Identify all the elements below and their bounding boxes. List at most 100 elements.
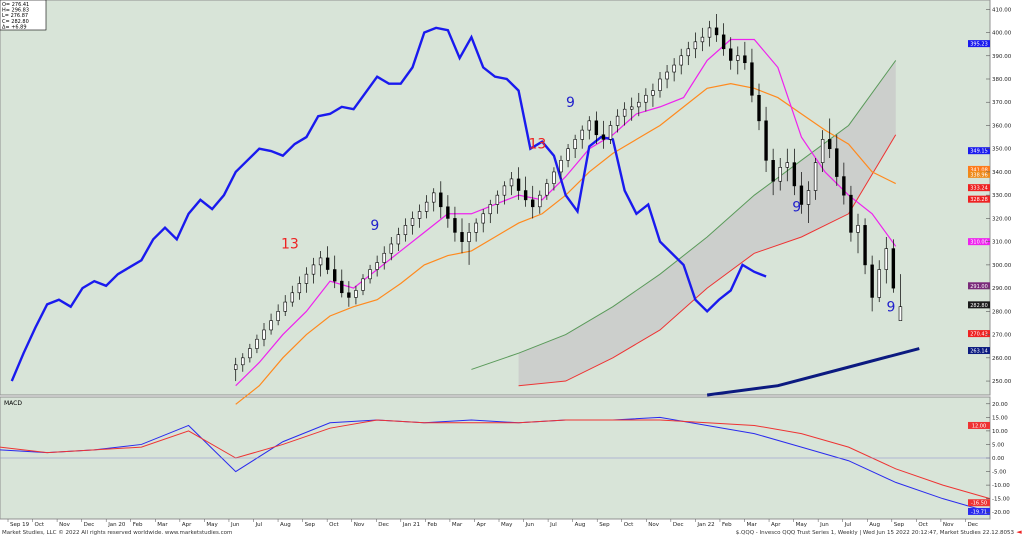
svg-text:270.43: 270.43 — [970, 332, 988, 338]
macd-title: MACD — [4, 400, 22, 407]
candle — [637, 92, 641, 117]
td-count-label: 13 — [529, 137, 547, 153]
x-tick-label: Oct — [35, 522, 45, 528]
macd-y-tick-label: 15.00 — [992, 415, 1008, 421]
x-tick-label: Jul — [255, 522, 263, 528]
td-count-label: 9 — [566, 95, 575, 111]
candle — [778, 158, 782, 191]
price-marker-label: 338.96 — [968, 170, 990, 178]
candle — [467, 223, 471, 265]
price-marker-label: 263.14 — [968, 347, 990, 355]
ohlc-legend-line: L= 276.87 — [2, 13, 28, 19]
price-y-tick-label: 360.00 — [992, 123, 1012, 129]
x-tick-label: Sep 19 — [10, 522, 30, 528]
candle — [842, 162, 846, 205]
candle — [559, 155, 563, 179]
candle — [276, 304, 280, 326]
candle — [538, 190, 542, 214]
candle — [601, 120, 606, 149]
candle — [255, 334, 259, 354]
lagging-price-line — [10, 26, 767, 382]
candle — [283, 295, 287, 316]
macd-lines: 12.00 -16.50 -19.71 — [0, 416, 991, 515]
candle — [516, 167, 521, 200]
candle — [792, 148, 797, 196]
x-tick-label: Jan 21 — [402, 522, 420, 528]
candle — [856, 213, 860, 254]
candle — [439, 181, 443, 219]
svg-text:263.14: 263.14 — [970, 349, 988, 355]
ohlc-legend-box — [0, 0, 47, 31]
price-marker-label: 328.28 — [968, 195, 990, 203]
candle — [608, 120, 613, 145]
price-y-tick-label: 400.00 — [992, 31, 1012, 37]
x-tick-label: Feb — [722, 522, 732, 528]
candle — [679, 48, 683, 75]
candle — [248, 343, 252, 363]
candle — [835, 134, 839, 186]
x-tick-label: Aug — [280, 522, 291, 528]
candle — [729, 37, 733, 70]
candle — [432, 188, 436, 212]
candle — [658, 72, 662, 98]
candle — [333, 255, 337, 289]
macd-marker-label: 12.00 — [968, 421, 990, 429]
ichimoku-cloud — [518, 60, 896, 386]
x-tick-label: Jun — [230, 522, 240, 528]
price-y-tick-label: 330.00 — [992, 193, 1012, 199]
candle — [269, 313, 273, 335]
candle — [453, 206, 457, 242]
candle — [743, 41, 747, 70]
candle — [764, 106, 768, 172]
macd-y-tick-label: 10.00 — [992, 429, 1008, 435]
candle — [389, 237, 393, 261]
price-y-tick-label: 250.00 — [992, 379, 1012, 385]
x-tick-label: Feb — [133, 522, 143, 528]
x-tick-label: Apr — [182, 522, 192, 528]
scroll-left-arrow-icon[interactable]: ◄ — [1016, 528, 1022, 536]
td-count-label: 9 — [887, 299, 896, 315]
candle — [354, 285, 358, 305]
candle — [375, 255, 379, 277]
candle — [721, 23, 726, 56]
candle — [424, 195, 429, 219]
x-tick-label: Nov — [943, 522, 954, 528]
price-marker-label: 333.24 — [968, 184, 990, 192]
candle — [502, 181, 507, 205]
x-tick-label: Nov — [354, 522, 365, 528]
price-candles — [234, 13, 903, 382]
x-tick-label: Dec — [84, 522, 95, 528]
candle — [396, 227, 401, 251]
x-tick-label: Oct — [329, 522, 339, 528]
price-y-tick-label: 410.00 — [992, 7, 1012, 13]
price-y-axis: 250.00 260.00 270.00 280.00 290.00 300.00 310.… — [986, 7, 1012, 385]
candle — [474, 218, 478, 242]
macd-y-tick-label: 20.00 — [992, 402, 1008, 408]
candle — [594, 111, 599, 145]
macd-y-tick-label: -20.00 — [992, 510, 1010, 516]
x-tick-label: Mar — [157, 522, 168, 528]
candle — [290, 285, 294, 307]
price-marker-label: 341.08 — [968, 165, 990, 173]
x-tick-label: Apr — [476, 522, 486, 528]
candle — [262, 322, 266, 347]
x-tick-label: May — [206, 522, 218, 528]
price-y-tick-label: 280.00 — [992, 309, 1012, 315]
x-tick-label: Jan 20 — [107, 522, 126, 528]
svg-text:-16.50: -16.50 — [971, 501, 987, 507]
macd-y-tick-label: 5.00 — [992, 442, 1005, 448]
x-axis: Sep 19 Oct Nov Dec Jan 20 Feb Mar Apr May Jun Jul A… — [7, 519, 978, 528]
macd-y-tick-label: 0.00 — [992, 456, 1005, 462]
candle — [340, 269, 344, 298]
candle — [820, 130, 825, 172]
candle — [870, 255, 874, 312]
x-tick-label: Oct — [624, 522, 634, 528]
candle — [580, 125, 584, 149]
x-tick-label: Aug — [869, 522, 880, 528]
macd-y-tick-label: -10.00 — [992, 483, 1010, 489]
svg-text:333.24: 333.24 — [970, 186, 988, 192]
tenkan-line — [235, 38, 897, 387]
candle — [813, 158, 818, 200]
candle — [644, 88, 648, 112]
